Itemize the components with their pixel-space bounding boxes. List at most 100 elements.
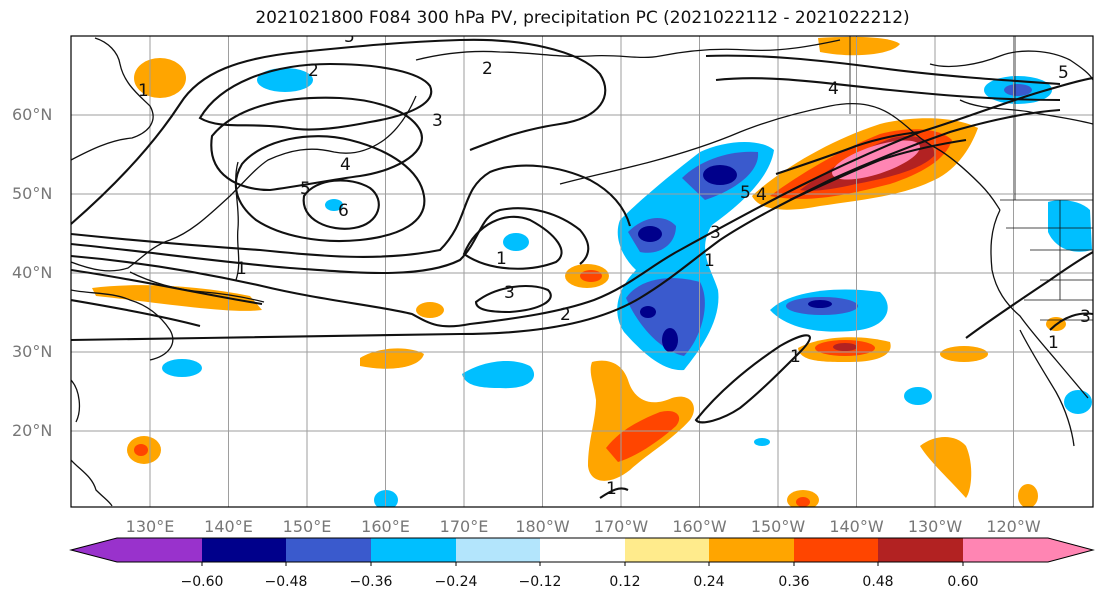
pv-contour — [71, 164, 632, 258]
coastline — [1019, 329, 1075, 447]
negative-anomaly — [1048, 200, 1092, 252]
contour-label: 3 — [1080, 307, 1091, 327]
positive-anomaly — [920, 437, 972, 498]
negative-anomaly — [462, 360, 535, 389]
coastline — [71, 379, 81, 423]
contour-label: 5 — [1058, 63, 1069, 83]
colorbar-tick-label: 0.12 — [609, 574, 640, 590]
pv-contour — [789, 138, 967, 201]
contour-label: 4 — [340, 155, 351, 175]
longitude-labels: 130°E 140°E 150°E 160°E 170°E 180°W 170°W 160°W… — [126, 517, 1041, 536]
pv-contour — [302, 179, 380, 230]
contour-label: 5 — [740, 183, 751, 203]
lon-label: 160°E — [361, 517, 410, 536]
pv-contour — [71, 108, 1061, 342]
pv-contour — [71, 298, 201, 328]
lon-label: 170°W — [594, 517, 649, 536]
coastline — [71, 37, 154, 161]
colorbar-extend-low — [71, 538, 117, 562]
pv-contour — [474, 284, 552, 314]
positive-anomaly — [940, 346, 988, 362]
pv-contour — [705, 54, 1061, 86]
pv-contours — [71, 38, 1093, 499]
positive-anomaly — [92, 285, 262, 311]
contour-label: 6 — [338, 201, 349, 221]
lat-label: 40°N — [12, 263, 52, 282]
colorbar-tick-label: −0.24 — [435, 574, 478, 590]
pv-contour — [210, 96, 423, 192]
pv-contour — [71, 38, 607, 225]
coastline — [929, 50, 1093, 81]
lon-label: 130°E — [126, 517, 175, 536]
contour-label: 1 — [606, 479, 617, 499]
colorbar-outline — [69, 537, 1095, 563]
coastline — [415, 39, 841, 61]
map-frame — [70, 35, 1094, 508]
positive-anomaly — [360, 348, 424, 369]
pv-contour — [71, 207, 590, 275]
contour-label: 2 — [308, 61, 319, 81]
coastline — [990, 209, 1089, 399]
negative-anomaly — [626, 278, 705, 356]
negative-anomaly — [503, 233, 529, 251]
positive-anomaly — [134, 444, 148, 456]
colorbar-tick-label: 0.48 — [862, 574, 893, 590]
negative-anomaly — [257, 68, 313, 92]
pv-contour — [694, 334, 811, 424]
lat-label: 60°N — [12, 105, 52, 124]
colorbar-tick-label: 0.60 — [947, 574, 978, 590]
contour-label: 1 — [496, 249, 507, 269]
positive-anomaly — [580, 270, 602, 282]
lon-label: 150°E — [283, 517, 332, 536]
contour-label: 5 — [344, 27, 355, 47]
lon-label: 140°E — [204, 517, 253, 536]
coastline — [559, 103, 1001, 211]
positive-anomaly — [1018, 484, 1038, 507]
lon-label: 140°W — [829, 517, 884, 536]
lon-label: 160°W — [672, 517, 727, 536]
negative-anomaly — [640, 306, 656, 318]
colorbar-segment — [878, 538, 963, 562]
contour-label: 3 — [504, 283, 515, 303]
negative-anomaly — [1004, 84, 1032, 96]
negative-anomaly — [808, 300, 832, 308]
colorbar-segment — [371, 538, 456, 562]
contour-label: 4 — [828, 79, 839, 99]
lon-label: 170°E — [440, 517, 489, 536]
pv-contour — [234, 135, 426, 243]
border-line — [1006, 200, 1093, 301]
contour-labels: 5 2 2 3 4 5 6 1 3 2 1 3 5 4 1 4 5 3 1 1 … — [138, 27, 1091, 499]
coastline — [71, 95, 417, 272]
colorbar-segment — [963, 538, 1048, 562]
positive-anomaly — [134, 58, 186, 98]
pv-contour — [775, 130, 921, 175]
graticule — [71, 36, 1093, 507]
positive-anomaly — [416, 302, 444, 318]
negative-anomaly — [162, 359, 202, 377]
map-plot: 5 2 2 3 4 5 6 1 3 2 1 3 5 4 1 4 5 3 1 1 … — [71, 27, 1093, 507]
pv-contour — [599, 487, 629, 499]
pv-contour — [198, 62, 433, 131]
colorbar-tick-label: −0.12 — [519, 574, 562, 590]
colorbar-segment — [625, 538, 709, 562]
colorbar-tick-label: −0.36 — [350, 574, 393, 590]
colorbar-segment — [117, 538, 202, 562]
negative-anomaly — [325, 199, 343, 211]
colorbar-segment — [794, 538, 878, 562]
negative-anomaly — [1064, 390, 1092, 414]
contour-label: 3 — [710, 223, 721, 243]
positive-anomaly — [796, 497, 810, 507]
coastline — [959, 99, 1093, 125]
contour-label: 2 — [560, 305, 571, 325]
lat-label: 30°N — [12, 342, 52, 361]
negative-anomaly — [754, 438, 770, 446]
lat-label: 20°N — [12, 421, 52, 440]
pv-contour — [71, 268, 263, 306]
pv-contour — [71, 76, 1093, 328]
coastline — [71, 459, 113, 507]
colorbar-segment — [540, 538, 625, 562]
positive-anomaly — [818, 36, 900, 56]
colorbar: −0.60 −0.48 −0.36 −0.24 −0.12 0.12 0.24 0.36 0.4… — [69, 537, 1095, 590]
negative-anomaly — [703, 165, 737, 185]
